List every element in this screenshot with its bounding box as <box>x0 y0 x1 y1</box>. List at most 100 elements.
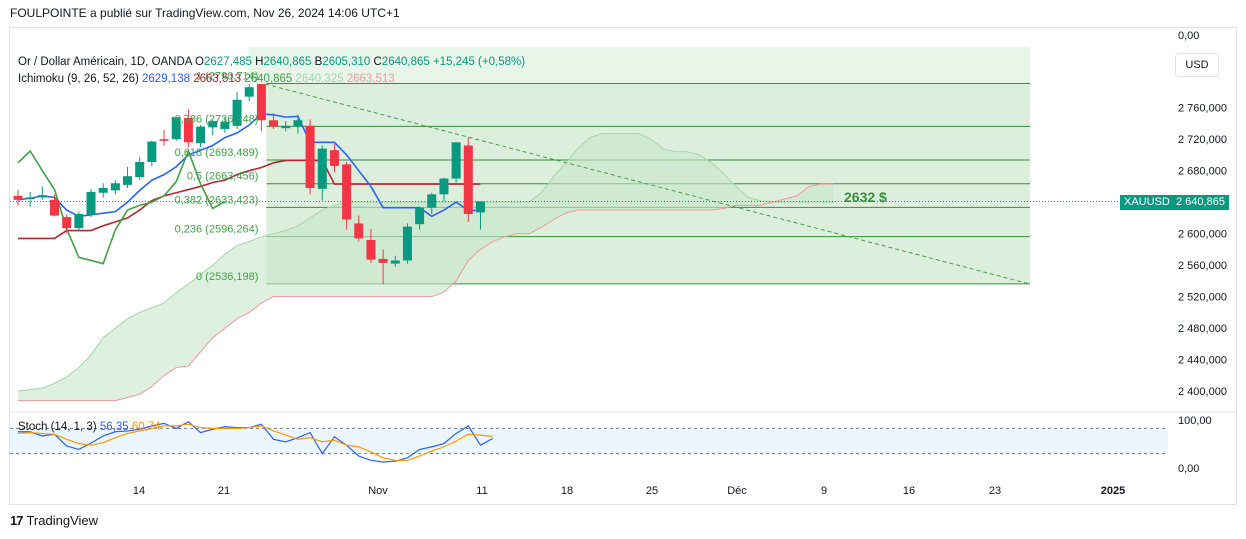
symbol-title[interactable]: Or / Dollar Américain, 1D, OANDA <box>18 56 192 68</box>
candle-body <box>86 191 96 215</box>
candle-body <box>123 176 133 185</box>
candle-body <box>342 164 352 220</box>
time-tick-label: 9 <box>821 485 827 497</box>
price-tick-label: 2 600,000 <box>1178 229 1227 241</box>
tradingview-brand[interactable]: 17 TradingView <box>10 513 98 528</box>
ichimoku-cloud <box>17 133 834 402</box>
tenkan-value: 2629,138 <box>142 73 190 85</box>
high-value: 2640,865 <box>263 56 312 68</box>
trend-line <box>10 83 1168 285</box>
fib-level-label: 0,618 (2693,489) <box>175 147 259 159</box>
candle-body <box>62 217 72 229</box>
senkou-b-line <box>18 183 834 402</box>
candle-body <box>159 139 169 141</box>
candle-body <box>354 223 364 239</box>
brand-name: TradingView <box>26 513 99 528</box>
tradingview-logo-icon: 17 <box>10 513 24 528</box>
last-price-tag: 2 640,865 <box>1172 195 1229 210</box>
time-tick-label: 16 <box>903 485 915 497</box>
stoch-legend: Stoch (14, 1, 3) 56,35 60,74 <box>18 421 161 433</box>
senkou-b-value: 2663,513 <box>346 73 395 85</box>
price-tick-label: 2 400,000 <box>1178 386 1227 398</box>
price-tick-label: 2 560,000 <box>1178 260 1227 272</box>
time-tick-label: 14 <box>133 485 145 497</box>
chart-frame[interactable] <box>9 27 1237 505</box>
fib-level-label: 0,236 (2596,264) <box>175 224 259 236</box>
price-top-tick-label: 0,00 <box>1178 30 1199 42</box>
candle-body <box>415 207 425 225</box>
candle-body <box>171 117 181 140</box>
candle-body <box>74 213 84 229</box>
candle-body <box>366 239 376 260</box>
symbol-legend: Or / Dollar Américain, 1D, OANDA O2627,4… <box>18 56 525 68</box>
currency-button[interactable]: USD <box>1175 53 1219 77</box>
candle-body <box>220 121 230 129</box>
chikou-value: 2640,865 <box>244 73 293 85</box>
open-label: O <box>195 56 204 68</box>
candle-body <box>305 125 315 189</box>
candle-body <box>439 178 449 195</box>
candle-body <box>135 162 145 177</box>
fibonacci-labels: 1 (2790,714) 0,786 (2736,248) 0,618 (2693,… <box>175 70 259 282</box>
candle-body <box>147 141 157 163</box>
ichimoku-legend: Ichimoku (9, 26, 52, 26) 2629,138 2663,5… <box>18 73 395 85</box>
stoch-band <box>10 428 1168 454</box>
stoch-title[interactable]: Stoch (14, 1, 3) <box>18 421 97 433</box>
close-value: 2640,865 <box>381 56 430 68</box>
candle-body <box>25 197 35 200</box>
stochastic-pane: 100,00 0,00 <box>10 411 1236 475</box>
time-tick-label: 18 <box>561 485 573 497</box>
candle-body <box>463 145 473 214</box>
stoch-d-line <box>17 423 493 461</box>
candle-body <box>256 84 266 121</box>
time-tick-label: 21 <box>218 485 230 497</box>
time-tick-label: 11 <box>476 485 487 497</box>
time-tick-label: Nov <box>368 485 388 497</box>
publish-caption: FOULPOINTE a publié sur TradingView.com,… <box>10 6 400 20</box>
time-tick-label: Déc <box>727 485 747 497</box>
low-value: 2605,310 <box>322 56 371 68</box>
candle-body <box>50 199 60 216</box>
price-annotation: 2632 $ <box>844 189 887 205</box>
stoch-k-line <box>18 420 493 463</box>
high-label: H <box>255 56 264 68</box>
fib-level-label: 0,5 (2663,456) <box>187 171 259 183</box>
candle-body <box>110 183 120 191</box>
candle-body <box>232 99 242 126</box>
kijun-line <box>18 159 481 240</box>
fib-level-label: 0,786 (2736,248) <box>175 113 259 125</box>
price-tick-label: 2 480,000 <box>1178 323 1227 335</box>
candle-body <box>244 87 254 97</box>
candle-body <box>208 121 218 128</box>
close-label: C <box>373 56 382 68</box>
candle-body <box>317 148 327 189</box>
candle-body <box>293 120 303 127</box>
candle-body <box>37 195 47 198</box>
open-value: 2627,485 <box>203 56 252 68</box>
candle-body <box>402 226 412 261</box>
senkou-a-value: 2640,325 <box>295 73 344 85</box>
price-tick-label: 2 440,000 <box>1178 355 1227 367</box>
candle-body <box>13 195 23 200</box>
time-axis: 14 21 Nov 11 18 25 Déc 9 16 23 2025 <box>133 485 1125 497</box>
candle-body <box>390 260 400 264</box>
symbol-price-tag: XAUUSD <box>1120 195 1174 210</box>
change-value: +15,245 (+0,58%) <box>432 56 526 68</box>
time-tick-label: 2025 <box>1101 485 1125 497</box>
low-label: B <box>314 56 323 68</box>
stoch-k-value: 56,35 <box>99 421 129 433</box>
chikou-line <box>17 148 226 265</box>
candle-body <box>196 126 206 144</box>
price-tick-label: 2 720,000 <box>1178 134 1227 146</box>
price-tick-label: 2 680,000 <box>1178 166 1227 178</box>
candle-body <box>281 125 291 129</box>
stoch-tick-label: 0,00 <box>1178 463 1199 475</box>
candle-body <box>378 258 388 263</box>
ichimoku-title[interactable]: Ichimoku (9, 26, 52, 26) <box>18 73 139 85</box>
price-tick-label: 2 520,000 <box>1178 292 1227 304</box>
candle-body <box>475 201 485 213</box>
fib-level-label: 0 (2536,198) <box>196 271 258 283</box>
candle-body <box>269 120 279 127</box>
